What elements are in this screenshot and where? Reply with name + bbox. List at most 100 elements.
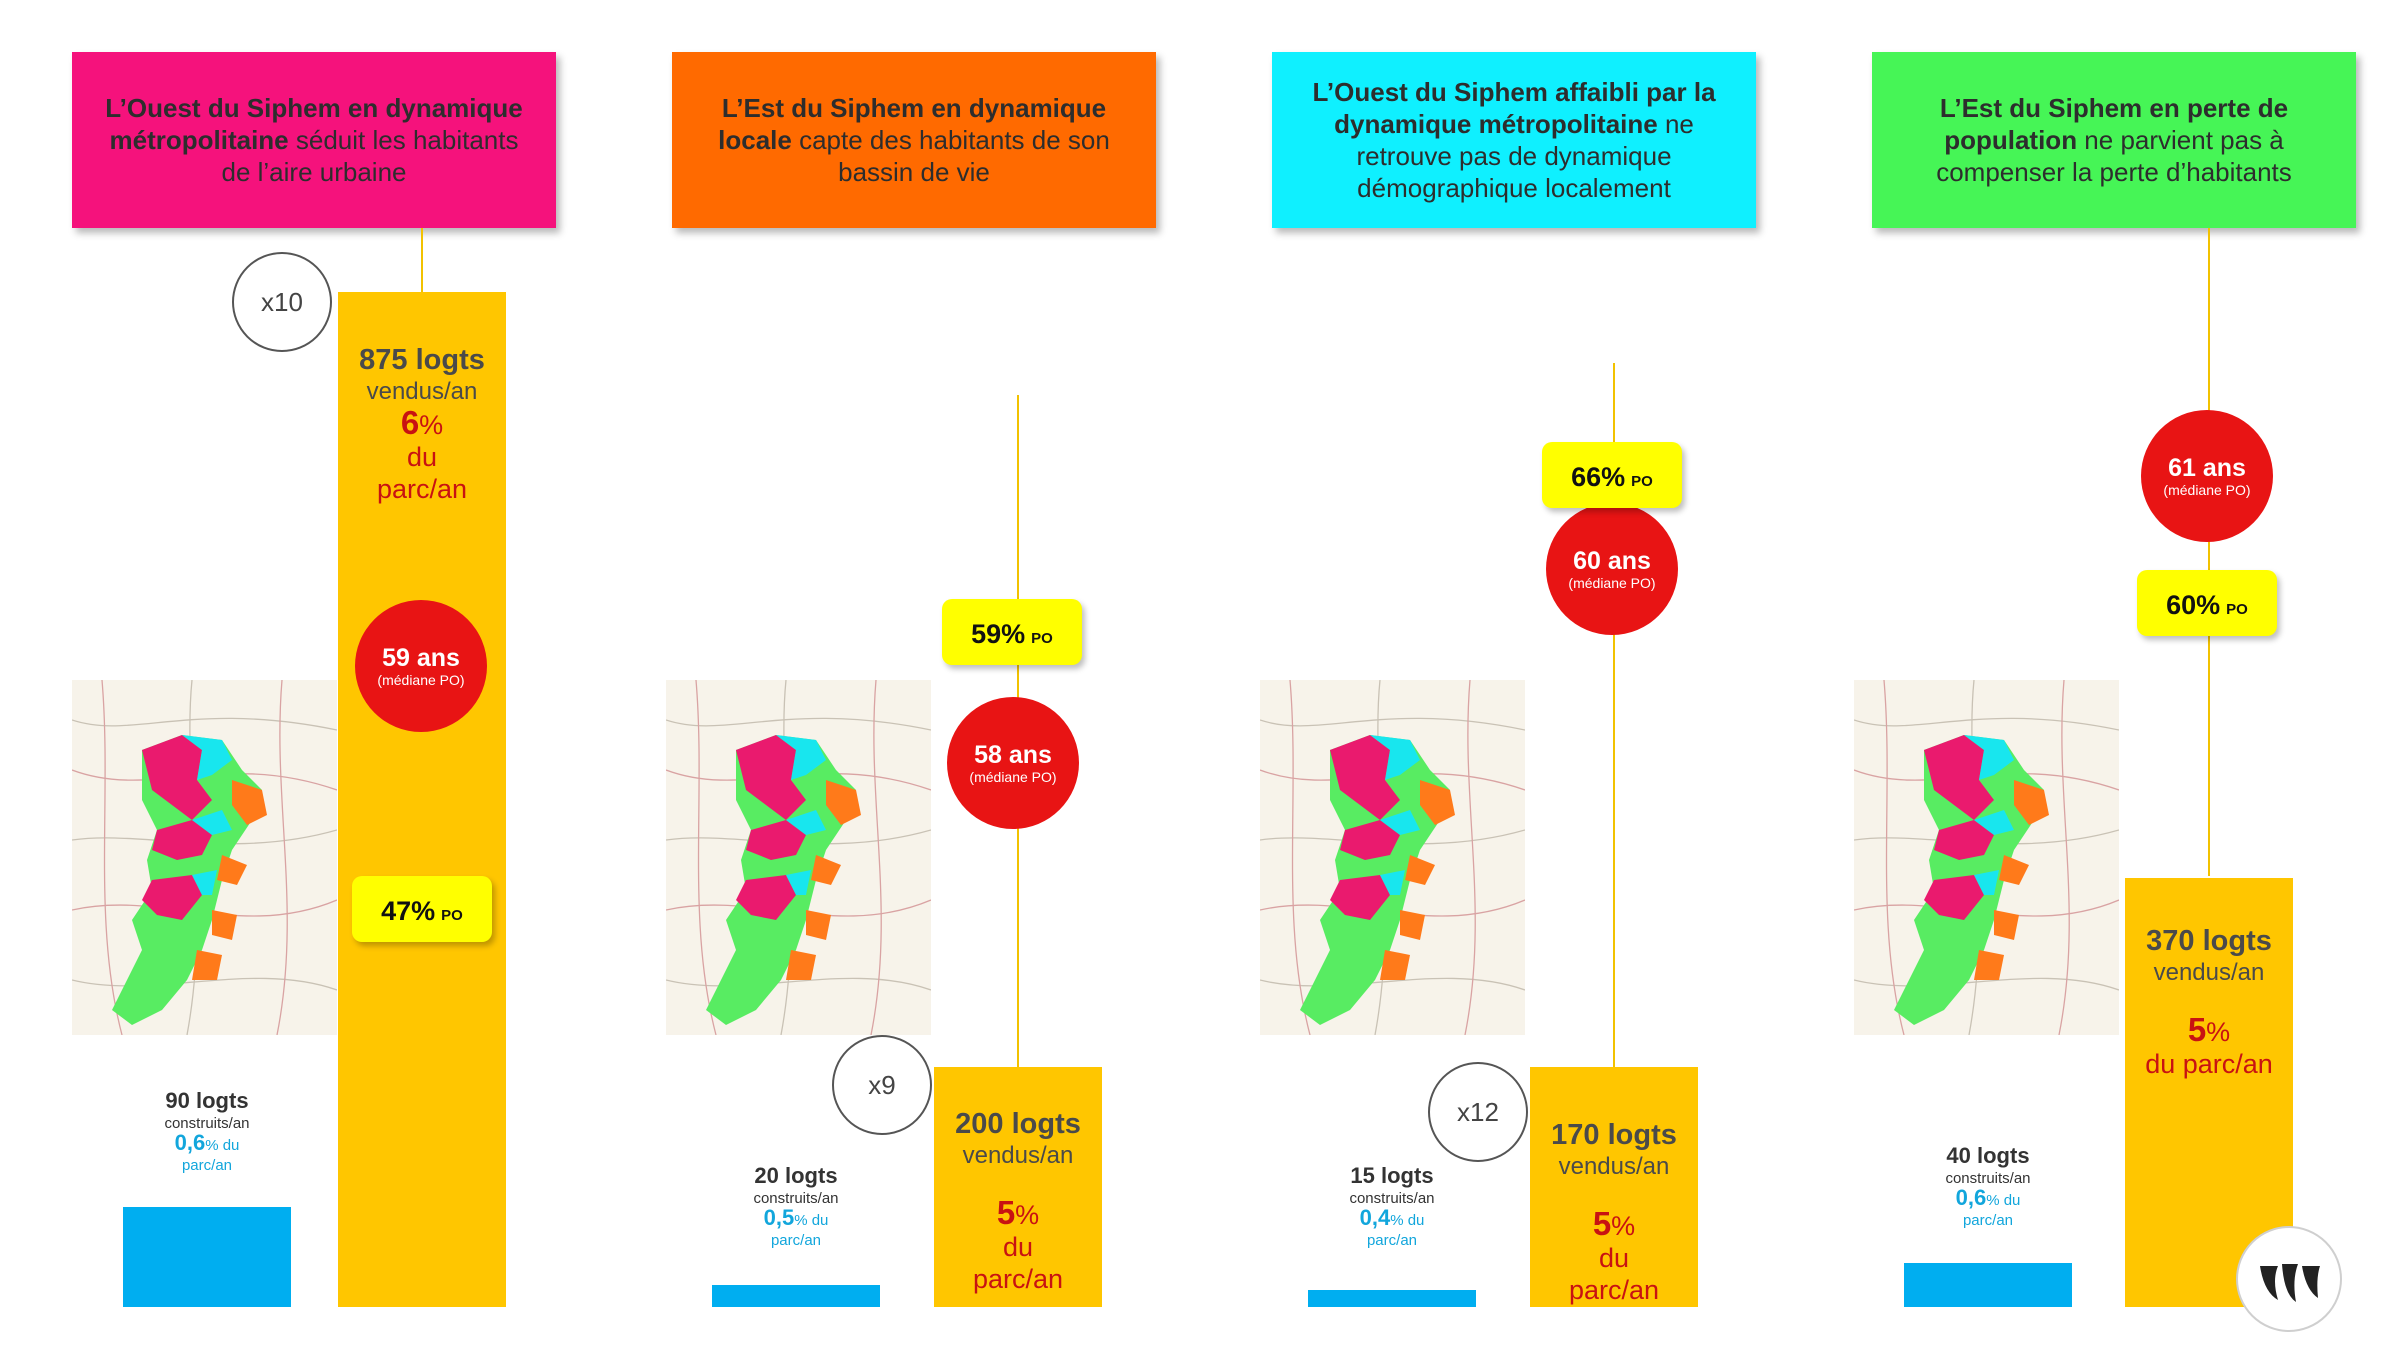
connector-line: [2208, 228, 2210, 876]
built-share-pct: 0,4: [1359, 1205, 1391, 1230]
sold-share-suffix: %: [1611, 1211, 1636, 1241]
built-unit: construits/an: [164, 1115, 250, 1132]
median-age-value: 58 ans: [974, 740, 1052, 769]
sold-share: 5%: [934, 1194, 1102, 1231]
sold-count: 370 logts: [2146, 925, 2272, 957]
median-age-value: 59 ans: [382, 643, 460, 672]
built-share-rest: parc/an: [1366, 1232, 1418, 1249]
owner-share-value: 47%: [381, 896, 436, 926]
built-share: 0,5% du: [706, 1207, 886, 1231]
sold-share: 5%: [2125, 1011, 2293, 1048]
sold-unit: vendus/an: [1558, 1153, 1670, 1180]
owner-share-value: 66%: [1571, 462, 1626, 492]
sold-share-pct: 5: [2187, 1011, 2207, 1048]
panel-2: L’Est du Siphem en dynamique locale capt…: [600, 0, 1200, 1350]
header-text: ne retrouve pas de dynamique démographiq…: [1356, 109, 1694, 203]
built-share-suffix: % du: [1986, 1192, 2021, 1209]
median-age-label: (médiane PO): [1568, 574, 1656, 591]
bar-built: [1904, 1262, 2072, 1307]
siphem-territory-map: [72, 680, 337, 1035]
built-share-suffix: % du: [205, 1137, 240, 1154]
median-age-value: 60 ans: [1573, 546, 1651, 575]
sold-share-rest: du parc/an: [1568, 1243, 1660, 1305]
owner-share-badge: 60% PO: [2137, 570, 2277, 636]
header-text: capte des habitants de son bassin de vie: [791, 125, 1110, 187]
owner-share-label: PO: [441, 907, 463, 924]
owner-share-value: 60%: [2166, 590, 2221, 620]
panel-header: L’Ouest du Siphem affaibli par la dynami…: [1272, 52, 1756, 228]
built-label: 20 logts construits/an 0,5% du parc/an: [706, 1163, 886, 1251]
built-unit: construits/an: [753, 1190, 839, 1207]
median-age-label: (médiane PO): [969, 768, 1057, 785]
brand-logo: [2236, 1226, 2342, 1332]
built-share-rest: parc/an: [770, 1232, 822, 1249]
sold-label: 170 logts vendus/an 5% du parc/an: [1530, 1118, 1698, 1306]
bar-sold: [338, 292, 506, 1307]
built-count: 90 logts: [165, 1088, 249, 1113]
built-share-suffix: % du: [794, 1212, 829, 1229]
sold-share-pct: 6: [400, 404, 420, 441]
built-count: 40 logts: [1946, 1143, 2030, 1168]
median-age-label: (médiane PO): [2163, 481, 2251, 498]
built-share-suffix: % du: [1390, 1212, 1425, 1229]
owner-share-label: PO: [1631, 473, 1653, 490]
bar-built: [712, 1284, 880, 1307]
connector-line: [1613, 363, 1615, 1112]
median-age-value: 61 ans: [2168, 453, 2246, 482]
siphem-territory-map: [1260, 680, 1525, 1035]
sold-unit: vendus/an: [962, 1142, 1074, 1169]
built-label: 40 logts construits/an 0,6% du parc/an: [1898, 1143, 2078, 1231]
built-share-rest: parc/an: [181, 1157, 233, 1174]
built-share-rest: parc/an: [1962, 1212, 2014, 1229]
sold-share-suffix: %: [2206, 1017, 2231, 1047]
built-share: 0,6% du: [1898, 1185, 2078, 1211]
bar-sold: [1530, 1067, 1698, 1307]
panel-3: L’Ouest du Siphem affaibli par la dynami…: [1200, 0, 1800, 1350]
bar-built: [1308, 1290, 1476, 1307]
owner-share-badge: 59% PO: [942, 599, 1082, 665]
median-age-badge: 60 ans (médiane PO): [1546, 503, 1678, 635]
header-content: L’Ouest du Siphem affaibli par la dynami…: [1294, 76, 1734, 204]
built-count: 15 logts: [1350, 1163, 1434, 1188]
multiplier-badge: x10: [232, 252, 332, 352]
sold-label: 875 logts vendus/an 6% du parc/an: [338, 343, 506, 505]
built-label: 90 logts construits/an 0,6% du parc/an: [117, 1088, 297, 1176]
sold-share-rest: du parc/an: [2145, 1049, 2273, 1079]
owner-share-label: PO: [1031, 630, 1053, 647]
panel-header: L’Ouest du Siphem en dynamique métropoli…: [72, 52, 556, 228]
header-content: L’Est du Siphem en dynamique locale capt…: [694, 92, 1134, 188]
built-unit: construits/an: [1945, 1170, 2031, 1187]
owner-share-badge: 47% PO: [352, 876, 492, 942]
header-bold-text: L’Ouest du Siphem affaibli par la dynami…: [1312, 77, 1716, 139]
median-age-label: (médiane PO): [377, 671, 465, 688]
sold-count: 170 logts: [1551, 1119, 1677, 1151]
built-share: 0,6% du: [117, 1130, 297, 1156]
header-text: séduit les habitants de l’aire urbaine: [221, 125, 519, 187]
sold-share-pct: 5: [1592, 1205, 1612, 1242]
header-bold-text: L’Ouest du Siphem en dynamique métropoli…: [105, 93, 523, 155]
built-share-pct: 0,6: [174, 1130, 206, 1155]
header-bold-text: L’Est du Siphem en perte de population: [1939, 93, 2289, 155]
built-label: 15 logts construits/an 0,4% du parc/an: [1302, 1163, 1482, 1251]
sold-share-rest: du parc/an: [972, 1232, 1064, 1294]
sold-count: 875 logts: [359, 344, 485, 376]
sold-share: 5%: [1530, 1205, 1698, 1242]
multiplier-badge: x12: [1428, 1062, 1528, 1162]
sold-unit: vendus/an: [2153, 959, 2265, 986]
median-age-badge: 59 ans (médiane PO): [355, 600, 487, 732]
owner-share-badge: 66% PO: [1542, 442, 1682, 508]
owner-share-label: PO: [2226, 601, 2248, 618]
header-text: ne parvient pas à compenser la perte d’h…: [1936, 125, 2292, 187]
connector-line: [421, 228, 423, 292]
built-share-pct: 0,6: [1955, 1185, 1987, 1210]
sold-share-suffix: %: [419, 410, 444, 440]
owner-share-value: 59%: [971, 619, 1026, 649]
built-share: 0,4% du: [1302, 1205, 1482, 1231]
sold-label: 370 logts vendus/an 5% du parc/an: [2125, 924, 2293, 1080]
siphem-territory-map: [1854, 680, 2119, 1035]
bar-sold: [934, 1067, 1102, 1307]
sold-share-pct: 5: [996, 1194, 1016, 1231]
header-bold-text: L’Est du Siphem en dynamique locale: [718, 93, 1107, 155]
sold-count: 200 logts: [955, 1108, 1081, 1140]
sold-share-suffix: %: [1015, 1200, 1040, 1230]
